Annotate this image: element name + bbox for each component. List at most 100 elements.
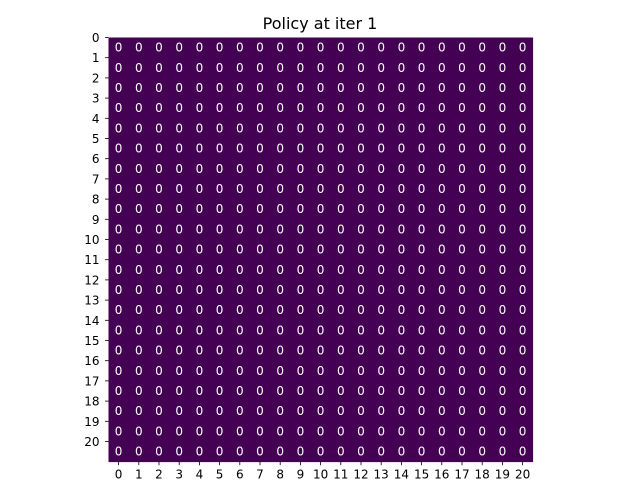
heatmap-cell bbox=[290, 37, 311, 59]
cell-value-label: 0 bbox=[115, 364, 123, 378]
heatmap-cell bbox=[209, 57, 231, 79]
cell-value-label: 0 bbox=[458, 162, 466, 176]
heatmap-cell bbox=[169, 300, 190, 321]
heatmap-cell bbox=[371, 178, 392, 200]
cell-value-label: 0 bbox=[458, 101, 466, 115]
cell-value-label: 0 bbox=[337, 202, 345, 216]
heatmap-cell bbox=[411, 98, 433, 119]
cell-value-label: 0 bbox=[478, 202, 486, 216]
heatmap-cell bbox=[451, 219, 473, 240]
y-tick-label: 15 bbox=[84, 334, 99, 348]
cell-value-label: 0 bbox=[337, 283, 345, 297]
heatmap-cell bbox=[451, 199, 473, 220]
heatmap-cell bbox=[451, 98, 473, 119]
y-tick-label: 5 bbox=[92, 132, 100, 146]
cell-value-label: 0 bbox=[317, 283, 325, 297]
cell-value-label: 0 bbox=[357, 121, 365, 135]
cell-value-label: 0 bbox=[438, 384, 446, 398]
cell-value-label: 0 bbox=[216, 283, 224, 297]
heatmap-cell bbox=[411, 219, 433, 240]
cell-value-label: 0 bbox=[458, 81, 466, 95]
cell-value-label: 0 bbox=[115, 142, 123, 156]
cell-value-label: 0 bbox=[115, 384, 123, 398]
heatmap-cell bbox=[512, 441, 534, 463]
heatmap-cell bbox=[431, 401, 453, 422]
cell-value-label: 0 bbox=[216, 142, 224, 156]
heatmap-cell bbox=[451, 57, 473, 79]
heatmap-cell bbox=[270, 259, 291, 281]
heatmap-cell bbox=[492, 320, 513, 341]
heatmap-cell bbox=[371, 158, 392, 180]
cell-value-label: 0 bbox=[519, 424, 527, 438]
heatmap-cell bbox=[169, 239, 190, 261]
cell-value-label: 0 bbox=[236, 364, 244, 378]
heatmap-cell bbox=[492, 340, 513, 362]
x-tick-label: 7 bbox=[256, 468, 264, 480]
y-tick-label: 9 bbox=[92, 213, 100, 227]
cell-value-label: 0 bbox=[499, 41, 507, 55]
cell-value-label: 0 bbox=[377, 101, 385, 115]
cell-value-label: 0 bbox=[377, 142, 385, 156]
x-tick-label: 18 bbox=[475, 468, 490, 480]
heatmap-cell bbox=[330, 340, 352, 362]
cell-value-label: 0 bbox=[256, 61, 264, 75]
heatmap-cell bbox=[330, 279, 352, 301]
cell-value-label: 0 bbox=[499, 202, 507, 216]
cell-value-label: 0 bbox=[155, 142, 163, 156]
heatmap-cell bbox=[411, 77, 433, 99]
cell-value-label: 0 bbox=[216, 162, 224, 176]
heatmap-cell bbox=[229, 178, 251, 200]
cell-value-label: 0 bbox=[499, 323, 507, 337]
heatmap-cell bbox=[189, 37, 210, 59]
heatmap-cell bbox=[451, 441, 473, 463]
cell-value-label: 0 bbox=[196, 323, 204, 337]
heatmap-cell bbox=[209, 360, 231, 382]
cell-value-label: 0 bbox=[196, 162, 204, 176]
heatmap-cell bbox=[270, 340, 291, 362]
heatmap-cell bbox=[169, 219, 190, 240]
heatmap-cell bbox=[249, 98, 271, 119]
heatmap-cell bbox=[350, 300, 372, 321]
cell-value-label: 0 bbox=[458, 263, 466, 277]
cell-value-label: 0 bbox=[357, 404, 365, 418]
heatmap-cell bbox=[330, 401, 352, 422]
cell-value-label: 0 bbox=[216, 384, 224, 398]
cell-value-label: 0 bbox=[499, 162, 507, 176]
heatmap-cell bbox=[411, 340, 433, 362]
cell-value-label: 0 bbox=[317, 384, 325, 398]
heatmap-cell bbox=[310, 259, 332, 281]
cell-value-label: 0 bbox=[357, 202, 365, 216]
heatmap-cell bbox=[249, 360, 271, 382]
heatmap-cell bbox=[108, 300, 130, 321]
heatmap-cell bbox=[189, 360, 210, 382]
heatmap-cell bbox=[169, 441, 190, 463]
cell-value-label: 0 bbox=[337, 61, 345, 75]
heatmap-cell bbox=[108, 360, 130, 382]
heatmap-cell bbox=[128, 340, 150, 362]
heatmap-cell bbox=[148, 259, 170, 281]
heatmap-cells bbox=[108, 37, 534, 463]
cell-value-label: 0 bbox=[175, 243, 183, 257]
heatmap-cell bbox=[391, 77, 412, 99]
cell-value-label: 0 bbox=[135, 81, 143, 95]
cell-value-label: 0 bbox=[438, 404, 446, 418]
heatmap-cell bbox=[169, 57, 190, 79]
heatmap-cell bbox=[451, 300, 473, 321]
cell-value-label: 0 bbox=[216, 41, 224, 55]
heatmap-cell bbox=[209, 401, 231, 422]
heatmap-cell bbox=[169, 421, 190, 442]
heatmap-cell bbox=[270, 158, 291, 180]
heatmap-cell bbox=[411, 421, 433, 442]
x-tick-label: 5 bbox=[216, 468, 224, 480]
cell-value-label: 0 bbox=[377, 404, 385, 418]
x-tick-label: 4 bbox=[196, 468, 204, 480]
cell-value-label: 0 bbox=[135, 61, 143, 75]
heatmap-cell bbox=[472, 441, 493, 463]
y-tick-label: 18 bbox=[84, 395, 99, 409]
cell-value-label: 0 bbox=[317, 424, 325, 438]
cell-value-label: 0 bbox=[398, 424, 406, 438]
heatmap-cell bbox=[128, 158, 150, 180]
heatmap-cell bbox=[270, 441, 291, 463]
heatmap-cell bbox=[330, 118, 352, 139]
cell-value-label: 0 bbox=[135, 222, 143, 236]
